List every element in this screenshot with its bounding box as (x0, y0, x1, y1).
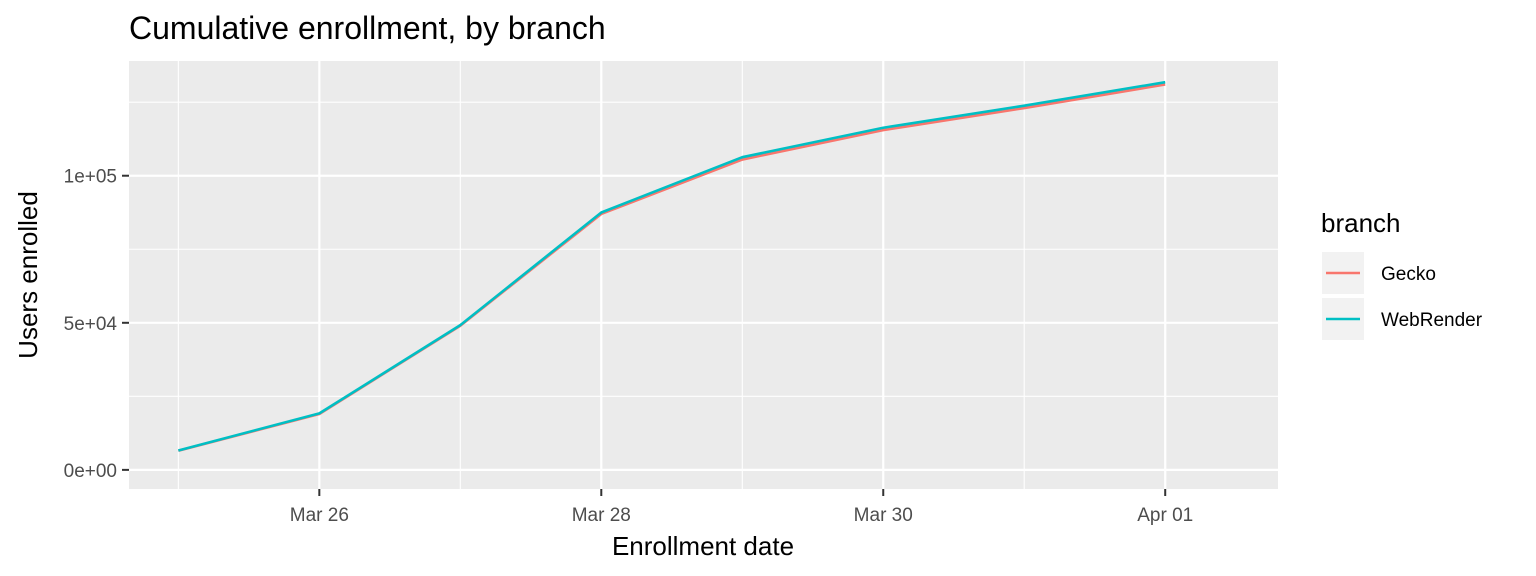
legend-label: Gecko (1381, 264, 1436, 285)
x-tick-label: Mar 30 (854, 505, 913, 526)
minor-gridlines (129, 61, 1278, 489)
x-tick-label: Mar 26 (290, 505, 349, 526)
axis-ticks: Mar 26 Mar 28 Mar 30 Apr 01 0e+00 5e+04 1e+05 (64, 167, 1194, 526)
chart-title: Cumulative enrollment, by branch (129, 10, 606, 46)
x-tick-label: Mar 28 (572, 505, 631, 526)
legend-label: WebRender (1381, 310, 1483, 331)
legend: branch Gecko WebRender (1321, 208, 1483, 340)
series-lines (178, 80, 1166, 453)
plot-panel (129, 61, 1278, 489)
y-tick-label: 1e+05 (64, 167, 117, 188)
x-axis-title: Enrollment date (612, 531, 794, 561)
legend-title: branch (1321, 208, 1401, 238)
y-tick-label: 0e+00 (64, 461, 117, 482)
y-axis-title: Users enrolled (13, 191, 43, 359)
x-tick-label: Apr 01 (1137, 505, 1193, 526)
y-tick-label: 5e+04 (64, 314, 118, 335)
series-line-webrender (178, 80, 1166, 452)
